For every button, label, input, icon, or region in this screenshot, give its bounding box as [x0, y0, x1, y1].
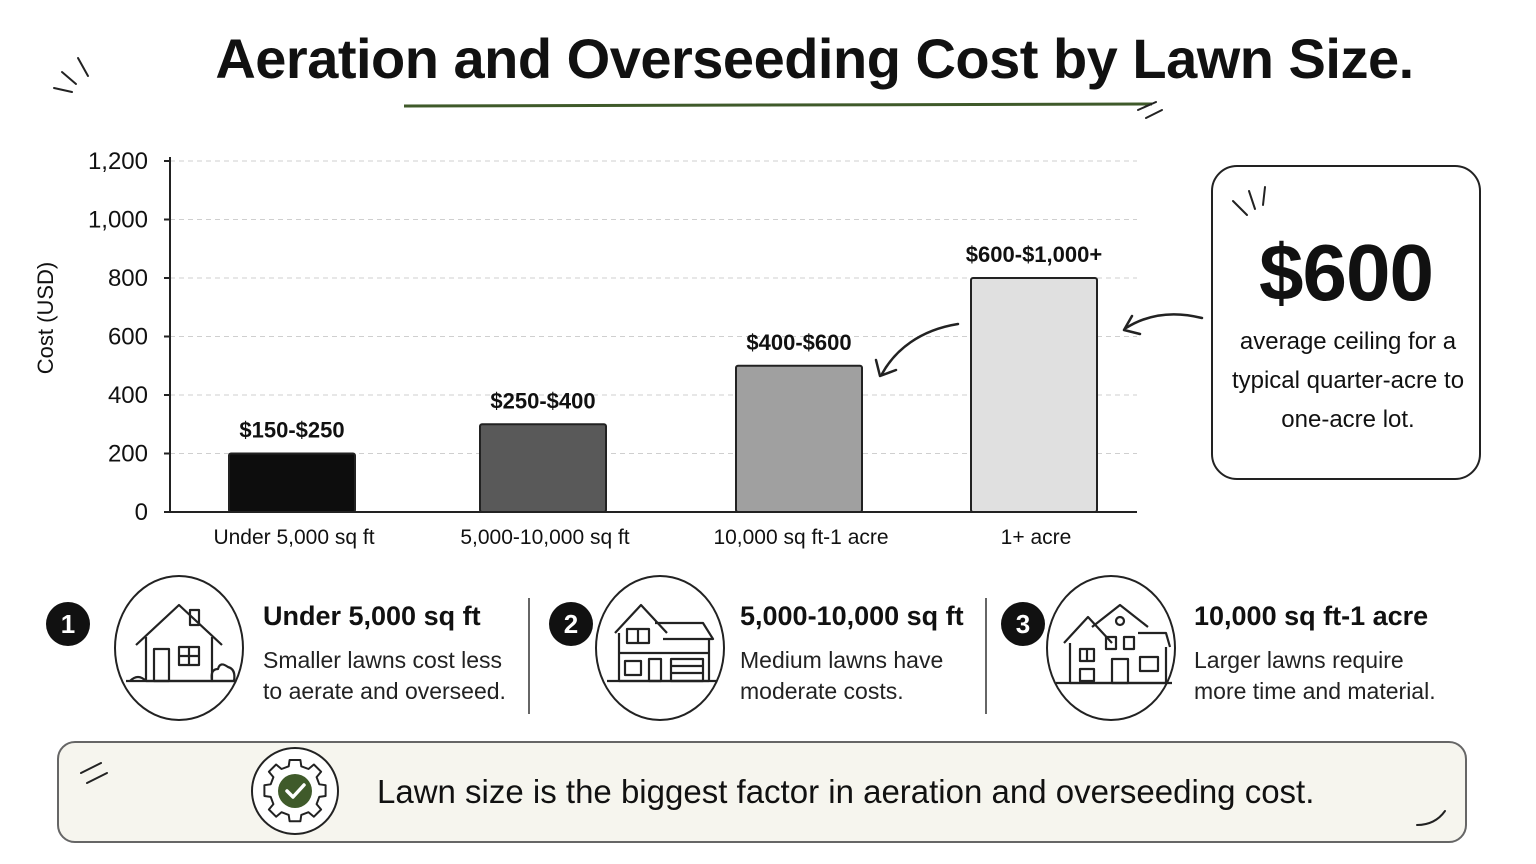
sketch-marks-banner [80, 762, 108, 784]
banner-text: Lawn size is the biggest factor in aerat… [377, 773, 1315, 810]
x-tick-label: 1+ acre [1001, 526, 1072, 549]
arrow-to-callout [1124, 313, 1204, 330]
y-tick-label: 800 [108, 265, 148, 292]
sketch-mark-banner-corner [1416, 810, 1446, 826]
bar [479, 423, 607, 513]
step-description: Smaller lawns cost less to aerate and ov… [263, 645, 506, 707]
step-1: 1 Under 5,000 sq ft Smaller lawns cost l… [46, 575, 526, 723]
step-2: 2 5,000-10,000 sq ft Medium lawns have m… [549, 575, 979, 723]
step-description-line-2: to aerate and overseed. [263, 678, 506, 704]
step-description-line-1: Smaller lawns cost less [263, 647, 503, 673]
y-axis-title: Cost (USD) [33, 262, 58, 374]
step-title: 5,000-10,000 sq ft [740, 601, 964, 631]
bar-data-label: $250-$400 [490, 388, 595, 413]
callout-text: average ceiling for a typical quarter-ac… [1231, 328, 1465, 433]
y-tick-label: 1,000 [88, 207, 148, 234]
house-with-garage-icon [595, 575, 725, 721]
step-description-line-1: Medium lawns have [740, 647, 944, 673]
y-tick-label: 1,200 [88, 148, 148, 175]
step-description-line-1: Larger lawns require [1194, 647, 1404, 673]
bar [228, 452, 356, 513]
step-3: 3 10,000 sq ft-1 acre Larger lawns requi… [1001, 575, 1481, 723]
step-divider [985, 598, 987, 714]
x-tick-label: 5,000-10,000 sq ft [460, 526, 629, 549]
bar-data-label: $600-$1,000+ [966, 242, 1102, 267]
step-description-line-2: moderate costs. [740, 678, 904, 704]
arrow-to-callout-head [1122, 314, 1142, 336]
x-tick-labels: Under 5,000 sq ft 5,000-10,000 sq ft 10,00… [213, 526, 1071, 549]
step-number-badge: 2 [549, 602, 593, 646]
y-tick-label: 0 [135, 499, 148, 526]
arrow-to-bar-3-head [874, 358, 898, 378]
sketch-marks-callout [1232, 186, 1266, 216]
gear-check-icon [251, 747, 339, 835]
average-callout: $600 average ceiling for a typical quart… [1211, 165, 1481, 480]
title-block: Aeration and Overseeding Cost by Lawn Si… [0, 26, 1536, 91]
step-divider [528, 598, 530, 714]
bar-data-labels: $150-$250 $250-$400 $400-$600 $600-$1,000+ [239, 242, 1102, 443]
bar-data-label: $150-$250 [239, 418, 344, 443]
large-house-icon [1046, 575, 1176, 721]
small-house-icon [114, 575, 244, 721]
step-description-line-2: more time and material. [1194, 678, 1436, 704]
bar-data-label: $400-$600 [746, 330, 851, 355]
y-tick-labels: 0 200 400 600 800 1,000 1,200 [88, 148, 170, 526]
y-tick-label: 400 [108, 382, 148, 409]
y-tick-label: 600 [108, 324, 148, 351]
bars [228, 277, 1098, 513]
page-title: Aeration and Overseeding Cost by Lawn Si… [215, 27, 1414, 90]
x-tick-label: Under 5,000 sq ft [213, 526, 374, 549]
arrow-to-bar-3 [880, 322, 960, 376]
step-number-badge: 3 [1001, 602, 1045, 646]
step-title: Under 5,000 sq ft [263, 601, 481, 631]
step-title: 10,000 sq ft-1 acre [1194, 601, 1429, 631]
x-tick-label: 10,000 sq ft-1 acre [713, 526, 888, 549]
y-tick-label: 200 [108, 441, 148, 468]
step-number-badge: 1 [46, 602, 90, 646]
step-description: Larger lawns require more time and mater… [1194, 645, 1436, 707]
step-description: Medium lawns have moderate costs. [740, 645, 943, 707]
callout-value: $600 [1259, 228, 1434, 317]
bar [970, 277, 1098, 513]
bar [735, 364, 863, 513]
summary-banner: Lawn size is the biggest factor in aerat… [57, 741, 1467, 843]
